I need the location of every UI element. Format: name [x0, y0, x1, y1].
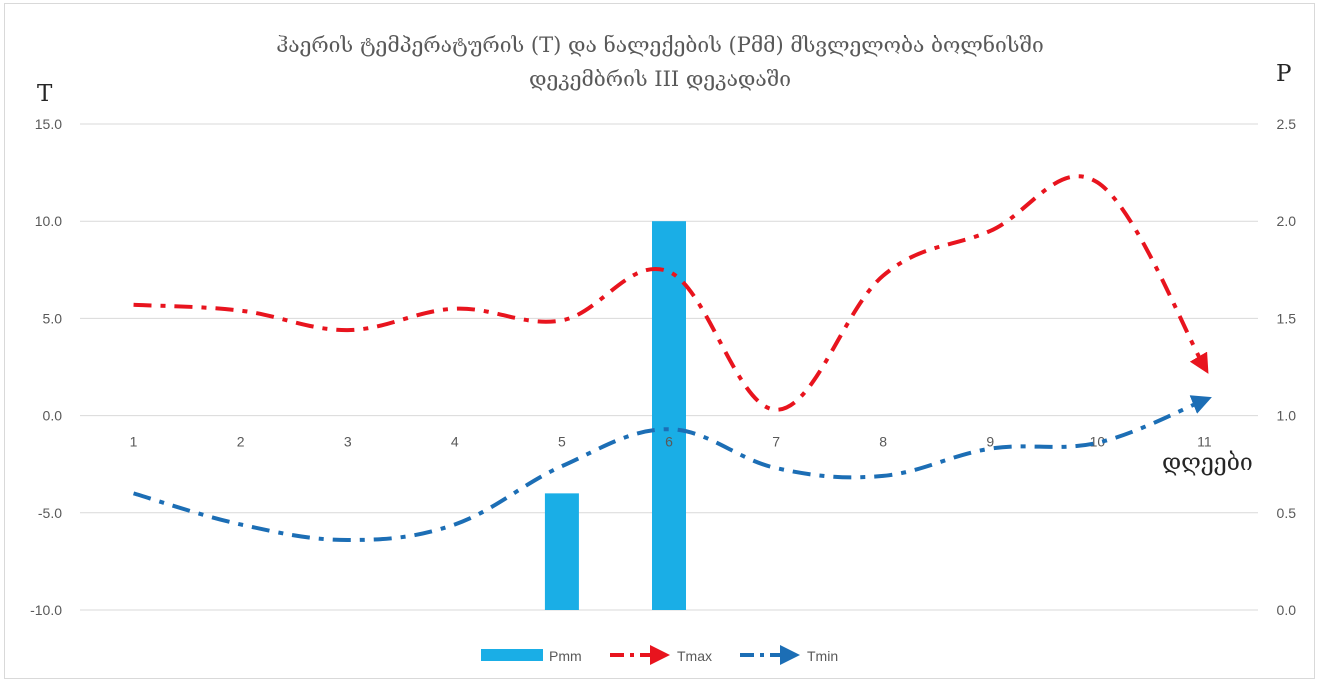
y-right-tick-label: 1.0 [1277, 408, 1297, 424]
x-tick-label: 5 [558, 434, 566, 450]
x-axis-title: დღეები [1162, 450, 1253, 476]
y-left-tick-labels: 15.0 10.0 5.0 0.0 -5.0 -10.0 [30, 116, 62, 618]
point-tmin [347, 540, 348, 541]
bar [652, 221, 686, 610]
point-tmax [883, 275, 884, 276]
legend: Pmm Tmax Tmin [481, 645, 838, 665]
chart-title-line1: ჰაერის ტემპერატურის (T) და ნალექების (Pმ… [276, 33, 1044, 57]
chart-title-line2: დეკემბრის III დეკადაში [529, 67, 791, 91]
x-tick-label: 2 [237, 434, 245, 450]
point-tmax [1097, 182, 1098, 183]
point-tmin [990, 448, 991, 449]
legend-label-pmm: Pmm [549, 648, 582, 664]
y-left-axis-title: T [37, 81, 53, 107]
point-tmax [669, 271, 670, 272]
legend-label-tmax: Tmax [677, 648, 712, 664]
y-right-tick-label: 0.5 [1277, 505, 1297, 521]
bar-series-pmm [544, 221, 686, 610]
x-tick-label: 9 [986, 434, 994, 450]
point-tmin [454, 524, 455, 525]
point-tmax [240, 310, 241, 311]
y-right-axis-title: P [1276, 61, 1291, 87]
x-tick-label: 8 [879, 434, 887, 450]
y-left-tick-label: 15.0 [35, 116, 62, 132]
x-tick-label: 6 [665, 434, 673, 450]
y-right-tick-labels: 2.5 2.0 1.5 1.0 0.5 0.0 [1277, 116, 1297, 618]
line-tmin [132, 395, 1212, 543]
point-tmin [776, 468, 777, 469]
x-tick-label: 11 [1197, 434, 1212, 450]
y-right-tick-label: 0.0 [1277, 602, 1297, 618]
line-series [132, 174, 1212, 543]
point-tmax [990, 230, 991, 231]
point-tmin [133, 493, 134, 494]
point-tmin [1097, 442, 1098, 443]
y-left-tick-label: 0.0 [43, 408, 63, 424]
y-left-tick-label: 10.0 [35, 213, 62, 229]
line-tmax [133, 174, 1209, 412]
point-tmin [561, 466, 562, 467]
point-tmin [1204, 400, 1205, 401]
legend-label-tmin: Tmin [807, 648, 838, 664]
point-tmax [347, 330, 348, 331]
bar [544, 493, 579, 610]
y-right-tick-label: 1.5 [1277, 310, 1297, 326]
point-tmax [133, 304, 134, 305]
y-left-tick-label: 5.0 [43, 310, 63, 326]
y-right-tick-label: 2.5 [1277, 116, 1297, 132]
y-right-tick-label: 2.0 [1277, 213, 1297, 229]
x-tick-label: 4 [451, 434, 459, 450]
point-tmin [240, 524, 241, 525]
point-tmin [669, 429, 670, 430]
y-left-tick-label: -5.0 [38, 505, 62, 521]
legend-swatch-pmm [481, 649, 543, 661]
point-tmax [1204, 367, 1205, 368]
x-tick-label: 1 [130, 434, 138, 450]
x-tick-label: 7 [772, 434, 780, 450]
point-tmin [883, 475, 884, 476]
x-tick-labels: 1 2 3 4 5 6 7 8 9 10 11 [130, 434, 1212, 450]
point-tmax [776, 409, 777, 410]
x-tick-label: 3 [344, 434, 352, 450]
y-left-tick-label: -10.0 [30, 602, 62, 618]
point-tmax [454, 308, 455, 309]
point-tmax [561, 320, 562, 321]
